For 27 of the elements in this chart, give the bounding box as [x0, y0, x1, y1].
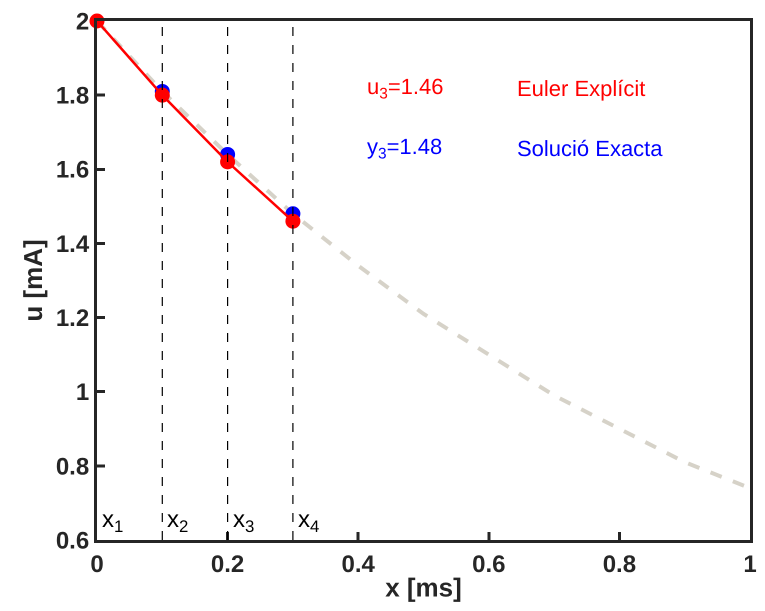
x-tick-label: 0: [90, 550, 104, 578]
x-tick-label: 1: [743, 550, 757, 578]
point: [154, 88, 170, 103]
x-tick-label: 0.2: [210, 550, 244, 578]
annotation: y$_{3}$=1.48: [367, 134, 442, 163]
x-axis-title: x [ms]: [385, 572, 462, 602]
ref-line-label: x$_{4}$: [298, 506, 320, 536]
point: [220, 154, 236, 170]
y-tick-label: 1.8: [56, 82, 90, 110]
point: [285, 214, 300, 229]
x-tick-label: 0.6: [472, 550, 506, 578]
ref-line-label: x$_{3}$: [233, 506, 254, 536]
y-tick-label: 1.6: [56, 156, 90, 184]
annotation: u$_{3}$=1.46: [367, 74, 444, 103]
y-axis-title: u [mA]: [18, 239, 48, 322]
y-tick-label: 0.6: [56, 527, 90, 554]
x-tick-label: 0.8: [602, 550, 636, 578]
y-tick-label: 1: [76, 379, 90, 406]
annotation: x$_{1}$: [102, 506, 124, 536]
y-tick-label: 1.4: [56, 230, 90, 258]
text: Euler Explícit: [517, 76, 646, 101]
x-tick-label: 0.4: [342, 550, 376, 578]
y-tick-label: 1.2: [56, 304, 90, 332]
y-tick-label: 2: [76, 8, 90, 36]
text: Solució Exacta: [517, 136, 664, 161]
ref-line-label: x$_{2}$: [167, 506, 188, 536]
y-tick-label: 0.8: [56, 453, 90, 480]
